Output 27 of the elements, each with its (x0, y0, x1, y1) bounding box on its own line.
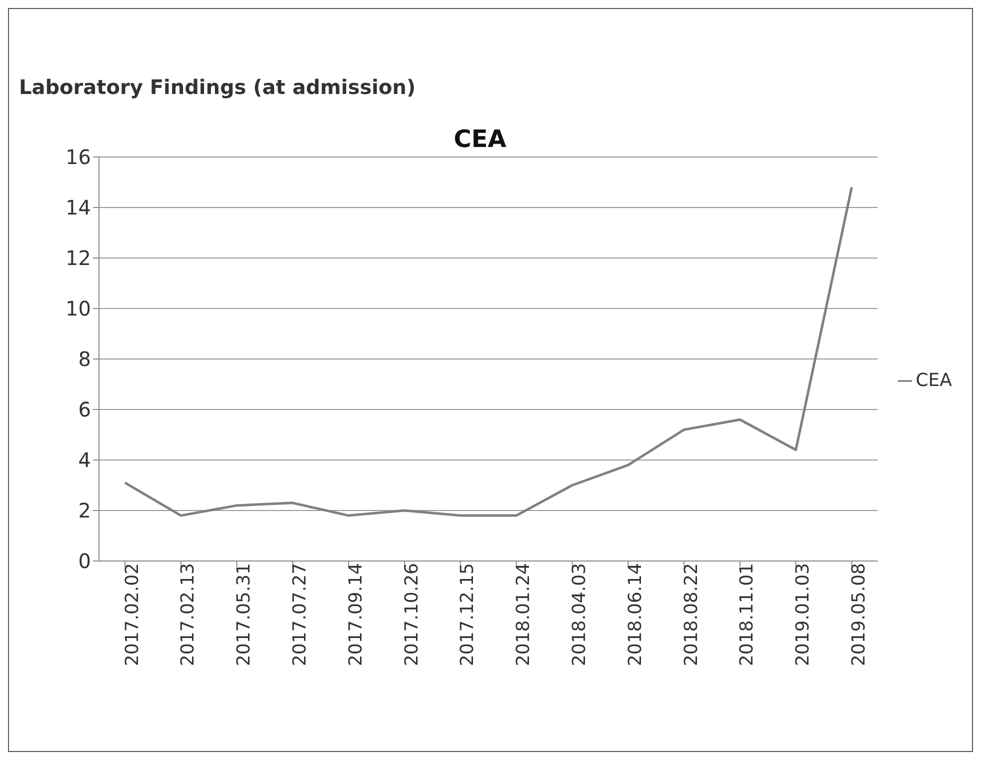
x-tick-label: 2017.12.15 (457, 563, 478, 666)
chart-title: Laboratory Findings (at admission) (19, 75, 416, 99)
y-tick-label: 14 (66, 196, 91, 220)
chart-subtitle: CEA (452, 125, 508, 153)
y-tick-label: 6 (78, 398, 91, 422)
x-tick-label: 2019.05.08 (848, 563, 870, 666)
y-tick-label: 2 (78, 498, 91, 523)
y-tick-label: 0 (78, 549, 91, 574)
x-tick-label: 2017.09.14 (345, 563, 366, 666)
x-tick-label: 2018.06.14 (624, 563, 646, 666)
y-tick-label: 10 (66, 296, 91, 321)
x-tick-label: 2018.11.01 (736, 563, 758, 666)
x-tick-label: 2019.01.03 (792, 563, 814, 666)
x-tick-label: 2017.07.27 (289, 563, 310, 666)
x-tick-label: 2017.02.02 (122, 563, 143, 666)
x-tick-label: 2017.02.13 (178, 563, 199, 666)
x-tick-label: 2017.05.31 (234, 563, 255, 666)
x-tick-label: 2018.04.03 (569, 563, 590, 666)
y-tick-label: 4 (78, 448, 91, 472)
y-tick-label: 12 (66, 246, 91, 270)
x-tick-label: 2018.01.24 (513, 563, 534, 666)
line-series (124, 186, 853, 517)
x-tick-label: 2017.10.26 (401, 563, 422, 666)
x-tick-label: 2018.08.22 (680, 563, 702, 666)
legend-label: CEA (916, 370, 952, 390)
y-tick-label: 16 (66, 145, 91, 170)
y-tick-label: 8 (78, 347, 91, 372)
